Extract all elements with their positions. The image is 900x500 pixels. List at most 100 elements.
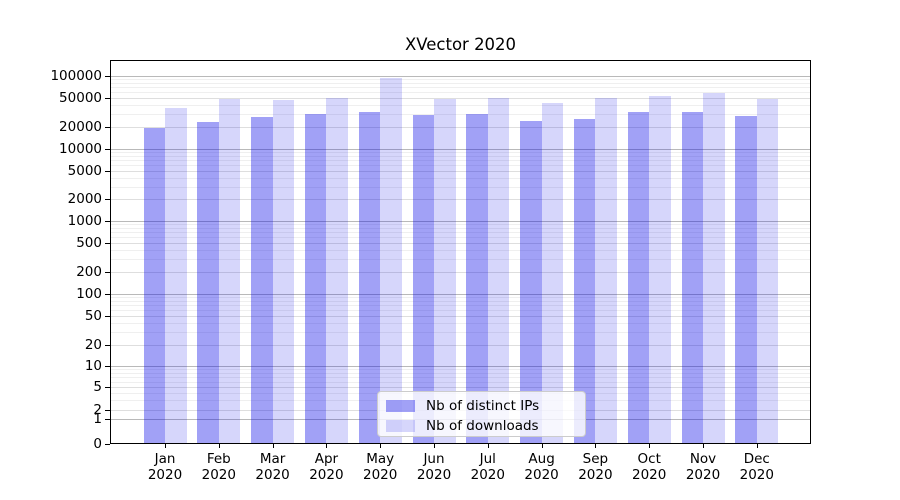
- bar-downloads-may: [380, 77, 402, 444]
- y-axis-tick-label: 50000: [59, 89, 102, 106]
- y-axis-tick-label: 5: [93, 379, 102, 395]
- gridline-100000: [111, 75, 810, 77]
- bar-distinct-ips-may: [358, 112, 381, 444]
- x-axis-tick-mark: [595, 444, 597, 448]
- y-axis-tick-label: 20: [84, 336, 102, 353]
- minor-gridline-8: [111, 372, 810, 374]
- minor-gridline-3000: [111, 186, 810, 188]
- gridline-1000: [111, 221, 810, 222]
- x-axis-tick-label: Jun 2020: [402, 451, 466, 483]
- x-axis-tick-label-line: 2020: [363, 467, 398, 483]
- y-axis-tick-mark: [105, 97, 110, 99]
- x-axis-tick-label-line: May: [366, 451, 395, 467]
- bar-downloads-sep: [595, 97, 617, 444]
- minor-gridline-300: [111, 259, 810, 261]
- bar-distinct-ips-nov: [681, 112, 703, 444]
- plot-area: [110, 60, 811, 444]
- y-axis-tick-label: 500: [76, 235, 102, 251]
- bar-downloads-aug: [541, 103, 564, 444]
- x-axis-tick-label-line: Apr: [314, 451, 339, 467]
- minor-gridline-9000: [111, 151, 810, 153]
- minor-gridline-8000: [111, 155, 810, 157]
- x-axis-tick-mark: [380, 444, 382, 448]
- minor-gridline-80: [111, 301, 810, 303]
- minor-gridline-7: [111, 376, 810, 378]
- x-axis-tick-mark: [649, 444, 651, 448]
- gridline-20: [111, 344, 810, 346]
- y-axis-tick-mark: [105, 170, 110, 172]
- minor-gridline-800: [111, 228, 810, 230]
- bar-downloads-feb: [218, 98, 241, 444]
- x-axis-tick-label-line: 2020: [470, 467, 505, 483]
- minor-gridline-90: [111, 297, 810, 299]
- bar-downloads-oct: [649, 95, 671, 444]
- bar-distinct-ips-jun: [412, 115, 434, 444]
- x-axis-tick-mark: [326, 444, 328, 448]
- minor-gridline-80000: [111, 83, 810, 84]
- x-axis-tick-label-line: 2020: [524, 467, 559, 483]
- y-axis-tick-mark: [105, 221, 110, 222]
- x-axis-tick-mark: [434, 444, 435, 448]
- legend-swatch-distinct-ips: [386, 400, 415, 412]
- legend-swatch-downloads: [386, 420, 415, 432]
- x-axis-tick-label-line: Feb: [206, 451, 231, 467]
- y-axis-tick-label: 10000: [59, 140, 102, 157]
- minor-gridline-60: [111, 310, 810, 312]
- y-axis-tick-mark: [105, 199, 110, 201]
- minor-gridline-70000: [111, 87, 810, 89]
- x-axis-tick-mark: [272, 444, 274, 448]
- bar-distinct-ips-sep: [573, 118, 596, 444]
- bar-downloads-apr: [326, 97, 348, 444]
- x-axis-tick-label: Jul 2020: [456, 451, 520, 483]
- minor-gridline-60000: [111, 92, 810, 94]
- x-axis-tick-label-line: Jul: [479, 451, 496, 467]
- y-axis-tick-label: 10: [84, 358, 102, 374]
- gridline-5000: [111, 170, 810, 172]
- bar-distinct-ips-jul: [466, 114, 488, 444]
- bar-downloads-nov: [703, 92, 725, 444]
- minor-gridline-30000: [111, 114, 810, 115]
- y-axis-tick-label: 2000: [67, 191, 102, 208]
- x-axis-tick-label: Mar 2020: [241, 451, 305, 483]
- x-axis-tick-label: Dec 2020: [725, 451, 789, 483]
- x-axis-tick-label-line: Aug: [528, 451, 555, 467]
- gridline-100: [111, 294, 810, 295]
- x-axis-tick-label: Jan 2020: [133, 451, 197, 483]
- x-axis-tick-label: May 2020: [348, 451, 412, 483]
- bar-distinct-ips-mar: [251, 117, 273, 444]
- y-axis-tick-mark: [105, 272, 110, 273]
- x-axis-tick-mark: [703, 444, 704, 448]
- gridline-200: [111, 272, 810, 273]
- x-axis-tick-label: Feb 2020: [187, 451, 251, 483]
- gridline-20000: [111, 126, 810, 128]
- x-axis-tick-mark: [165, 444, 166, 448]
- chart-title: XVector 2020: [404, 35, 517, 54]
- minor-gridline-30: [111, 331, 810, 333]
- x-axis-tick-label-line: 2020: [416, 467, 452, 483]
- y-axis-tick-label: 50: [84, 308, 102, 324]
- y-axis-tick-label: 0: [93, 435, 102, 452]
- y-axis-tick-label: 200: [76, 264, 102, 280]
- y-axis-tick-mark: [105, 387, 110, 388]
- bar-downloads-jun: [434, 98, 456, 444]
- y-axis-tick-mark: [105, 243, 110, 244]
- x-axis-tick-label-line: Sep: [582, 451, 609, 467]
- x-axis-tick-label: Oct 2020: [617, 451, 681, 483]
- x-axis-tick-label-line: Jun: [423, 451, 445, 467]
- minor-gridline-6: [111, 381, 810, 383]
- y-axis-tick-label: 100: [76, 286, 102, 302]
- minor-gridline-70: [111, 305, 810, 307]
- bar-distinct-ips-feb: [197, 122, 219, 444]
- x-axis-tick-label: Sep 2020: [563, 451, 627, 483]
- y-axis-tick-label: 1: [93, 411, 102, 427]
- y-axis-tick-mark: [105, 409, 110, 411]
- minor-gridline-400: [111, 250, 810, 252]
- y-axis-tick-label: 5000: [67, 162, 102, 179]
- bar-downloads-jan: [165, 108, 187, 444]
- bar-downloads-dec: [756, 99, 779, 444]
- x-axis-tick-mark: [756, 444, 758, 448]
- legend: Nb of distinct IPs Nb of downloads: [377, 391, 586, 437]
- x-axis-tick-label-line: Dec: [743, 451, 770, 467]
- gridline-500: [111, 243, 810, 244]
- legend-label-downloads: Nb of downloads: [426, 418, 539, 434]
